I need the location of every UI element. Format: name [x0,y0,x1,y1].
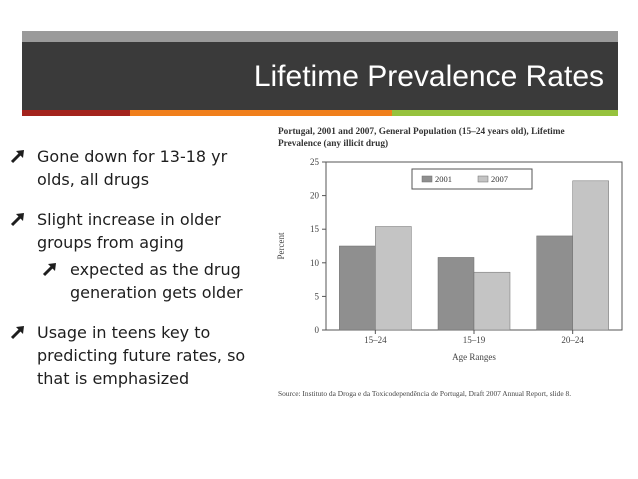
legend-box [411,168,533,190]
accent-green-segment [392,110,618,116]
accent-red-segment [22,110,130,116]
up-right-arrow-icon [10,213,24,227]
slide-title: Lifetime Prevalence Rates [253,60,604,93]
up-right-arrow-icon [10,326,24,340]
bar-2007-2 [572,180,609,331]
x-tick-label: 20–24 [561,335,584,345]
accent-orange-segment [130,110,392,116]
bullet-text: Usage in teens key to predicting future … [37,323,246,388]
bullet-text: Slight increase in older groups from agi… [37,210,221,252]
y-tick-label: 0 [315,325,320,335]
legend-swatch-2007 [477,175,489,183]
y-axis-label: Percent [276,232,286,259]
x-tick-label: 15–24 [364,335,387,345]
bar-2007-1 [473,271,511,331]
bar-2001-1 [437,257,475,331]
bar-chart: Portugal, 2001 and 2007, General Populat… [276,126,623,398]
title-top-strip [22,31,618,42]
bullet-text: expected as the drug generation gets old… [70,260,243,302]
chart-title-line-2: Prevalence (any illicit drug) [278,138,388,149]
bullet-item: Gone down for 13-18 yr olds, all drugs [0,145,268,191]
x-tick-label: 15–19 [463,335,486,345]
x-axis-label: Age Ranges [452,352,496,362]
bullet-list: Gone down for 13-18 yr olds, all drugs S… [0,145,268,390]
bar-2007-0 [375,226,412,331]
bar-2001-0 [339,245,376,331]
legend-label-2007: 2007 [491,174,508,184]
bullet-text: Gone down for 13-18 yr olds, all drugs [37,147,228,189]
y-tick-label: 5 [315,291,320,301]
bullet-item: Usage in teens key to predicting future … [0,321,268,390]
y-tick-label: 20 [310,191,320,201]
sub-bullet-item: expected as the drug generation gets old… [0,258,268,304]
bullet-item: Slight increase in older groups from agi… [0,208,268,254]
bar-2001-2 [536,235,573,331]
legend-swatch-2001 [421,175,433,183]
chart-source: Source: Instituto da Droga e da Toxicode… [278,389,571,398]
y-tick-label: 15 [310,224,320,234]
accent-bar [22,110,618,116]
legend-label-2001: 2001 [435,174,452,184]
chart-title-line-1: Portugal, 2001 and 2007, General Populat… [278,126,565,137]
y-tick-label: 25 [310,157,320,167]
up-right-arrow-icon [10,150,24,164]
title-bar: Lifetime Prevalence Rates [22,42,618,110]
chart-container: Portugal, 2001 and 2007, General Populat… [270,124,634,406]
up-right-arrow-icon [42,263,56,277]
y-tick-label: 10 [310,258,320,268]
